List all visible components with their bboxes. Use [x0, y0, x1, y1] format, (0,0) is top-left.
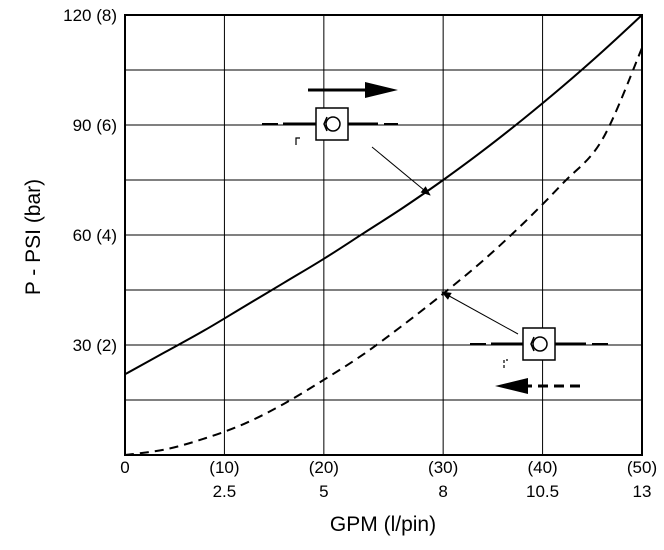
x-tick-label-top: (20) — [309, 458, 339, 477]
x-axis-title: GPM (l/pin) — [330, 513, 436, 536]
x-tick-label-top: (10) — [209, 458, 239, 477]
y-tick-label: 120 (8) — [63, 6, 117, 25]
solid-pressure-curve — [124, 14, 643, 376]
check-valve-ball-icon — [325, 116, 341, 132]
y-axis-title: P - PSI (bar) — [22, 179, 45, 295]
check-valve-seat-icon — [530, 336, 535, 352]
x-tick-label-bottom: 8 — [438, 482, 447, 501]
series-group — [124, 14, 643, 456]
y-tick-label: 90 (6) — [73, 116, 117, 135]
x-tick-label-bottom: 5 — [319, 482, 328, 501]
x-tick-label-top: 0 — [120, 458, 129, 477]
leader-line-dashed-curve — [441, 291, 519, 335]
x-tick-label-top: (50) — [627, 458, 657, 477]
y-tick-labels: 30 (2) 60 (4) 90 (6) 120 (8) — [63, 6, 117, 355]
pilot-line-icon — [503, 359, 508, 368]
reverse-flow-arrowhead-icon — [495, 378, 528, 394]
x-tick-labels: 0 (10) 2.5 (20) 5 (30) 8 (40) 10.5 (50) 13 — [120, 458, 657, 501]
free-flow-valve-symbol — [262, 82, 398, 145]
dashed-pressure-curve — [124, 47, 643, 456]
y-tick-label: 60 (4) — [73, 226, 117, 245]
reverse-flow-valve-symbol — [470, 327, 608, 394]
y-tick-label: 30 (2) — [73, 336, 117, 355]
x-tick-label-top: (40) — [527, 458, 557, 477]
free-flow-arrowhead-icon — [365, 82, 398, 98]
x-tick-label-bottom: 13 — [633, 482, 652, 501]
leader-line-solid-curve — [371, 146, 431, 196]
grid-lines — [125, 15, 642, 455]
plot-frame — [124, 14, 643, 456]
check-valve-ball-icon — [532, 336, 548, 352]
x-tick-label-bottom: 2.5 — [213, 482, 237, 501]
x-tick-label-bottom: 10.5 — [526, 482, 559, 501]
pilot-line-icon — [295, 137, 300, 145]
x-tick-label-top: (30) — [428, 458, 458, 477]
check-valve-seat-icon — [323, 116, 328, 132]
